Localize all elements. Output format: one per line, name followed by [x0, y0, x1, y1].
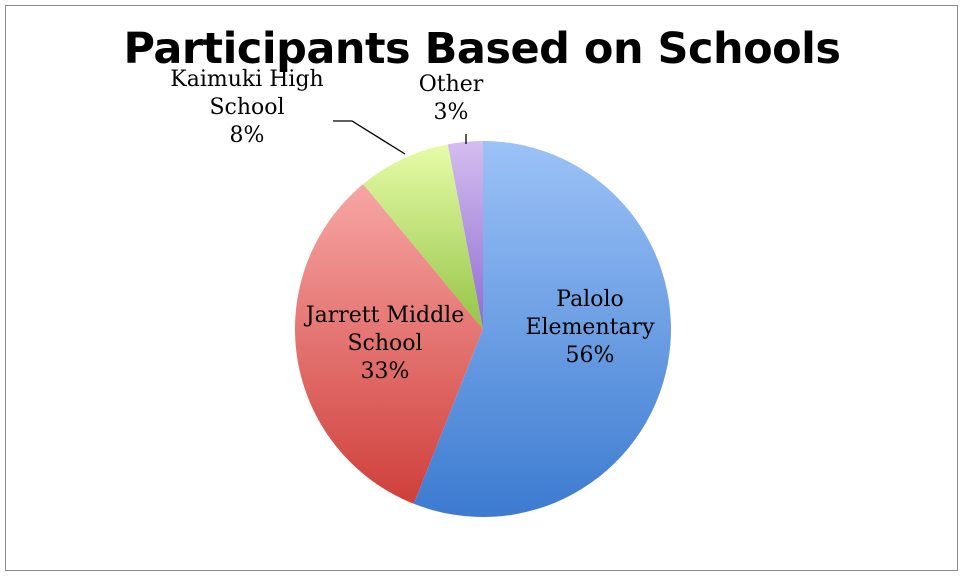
- data-label-line: Other: [419, 72, 484, 97]
- pie-slice-jarrett-middle-school: [294, 184, 483, 504]
- data-label-line: Palolo: [556, 287, 624, 312]
- pie-slice-kaimuki-high-school: [363, 144, 483, 329]
- data-label-line: 33%: [361, 359, 410, 384]
- data-label-line: 56%: [566, 343, 615, 368]
- data-label-palolo-elementary: Palolo Elementary 56%: [525, 287, 655, 368]
- data-label-line: Kaimuki High: [170, 67, 323, 92]
- pie-slice-other: [447, 141, 483, 329]
- data-label-line: 3%: [434, 100, 469, 125]
- data-label-jarrett-middle-school: Jarrett Middle School 33%: [304, 303, 464, 384]
- data-label-line: Elementary: [525, 315, 655, 340]
- pie-slice-palolo-elementary: [413, 141, 671, 517]
- chart-title: Participants Based on Schools: [123, 24, 841, 74]
- data-label-kaimuki-high-school: Kaimuki High School 8%: [170, 67, 323, 148]
- data-label-line: School: [209, 95, 284, 120]
- data-label-other: Other 3%: [419, 72, 484, 125]
- data-label-line: School: [347, 331, 422, 356]
- data-label-line: Jarrett Middle: [304, 303, 464, 328]
- data-label-line: 8%: [230, 123, 265, 148]
- leader-line-kaimuki-high-school: [333, 120, 406, 155]
